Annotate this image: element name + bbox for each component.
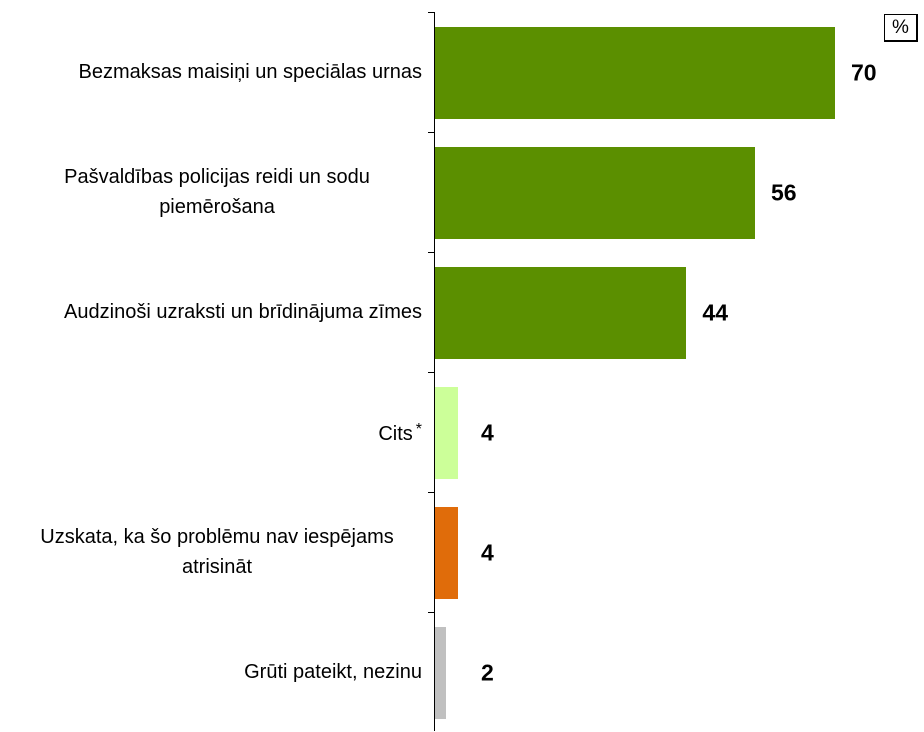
- category-label-box: Pašvaldības policijas reidi un sodu piem…: [0, 132, 422, 252]
- category-label-box: Cits *: [0, 372, 422, 492]
- category-label-box: Grūti pateikt, nezinu: [0, 612, 422, 732]
- bar: [435, 627, 447, 719]
- value-label: 70: [851, 59, 877, 86]
- category-label: Grūti pateikt, nezinu: [244, 661, 422, 683]
- category-label: Pašvaldības policijas reidi un sodu piem…: [64, 166, 370, 218]
- bar: [435, 267, 687, 359]
- bar: [435, 387, 458, 479]
- category-label: Uzskata, ka šo problēmu nav iespējams at…: [40, 526, 394, 578]
- category-separator: [428, 372, 435, 373]
- category-label-box: Audzinoši uzraksti un brīdinājuma zīmes: [0, 252, 422, 372]
- category-separator: [428, 492, 435, 493]
- value-label: 4: [481, 539, 494, 566]
- value-label: 4: [481, 419, 494, 446]
- bar: [435, 27, 835, 119]
- category-label: Bezmaksas maisiņi un speciālas urnas: [78, 61, 423, 83]
- category-label-box: Bezmaksas maisiņi un speciālas urnas: [0, 12, 423, 132]
- value-label: 44: [702, 299, 729, 326]
- category-label: Audzinoši uzraksti un brīdinājuma zīmes: [64, 301, 422, 323]
- category-label-box: Uzskata, ka šo problēmu nav iespējams at…: [0, 492, 422, 612]
- unit-label: %: [884, 14, 918, 42]
- category-separator: [428, 12, 435, 13]
- bar: [435, 507, 458, 599]
- footnote-mark: *: [415, 421, 422, 438]
- bar: [435, 147, 755, 239]
- category-separator: [428, 132, 435, 133]
- category-label: Cits *: [378, 421, 422, 445]
- category-separator: [428, 612, 435, 613]
- value-label: 56: [771, 179, 797, 206]
- axis-line: [434, 12, 435, 731]
- value-label: 2: [481, 659, 494, 686]
- category-separator: [428, 252, 435, 253]
